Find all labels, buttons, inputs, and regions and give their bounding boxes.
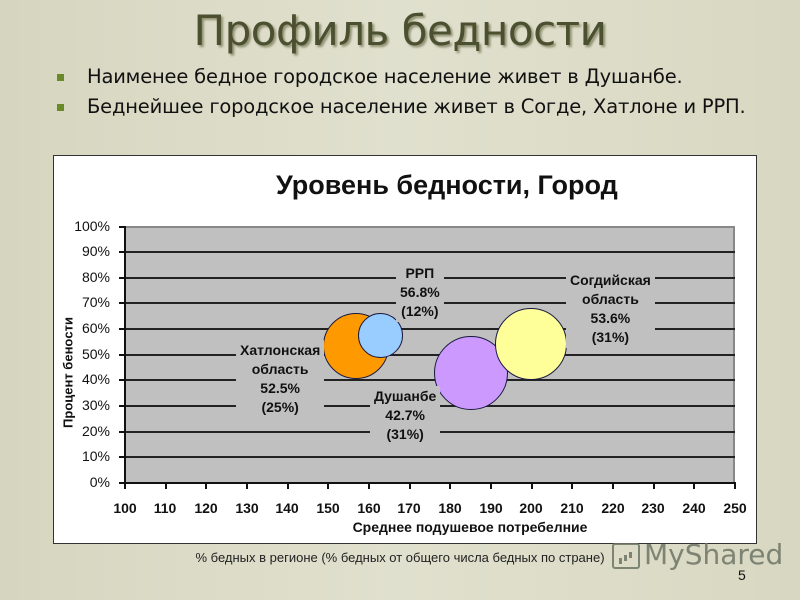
x-tick-mark	[368, 483, 370, 489]
x-tick-mark	[246, 483, 248, 489]
label-line: 42.7%	[385, 407, 425, 423]
x-tick-mark	[449, 483, 451, 489]
y-tick-mark	[119, 226, 125, 228]
watermark-text: MyShared	[644, 538, 784, 571]
x-tick-mark	[490, 483, 492, 489]
label-line: область	[251, 361, 309, 377]
y-tick-mark	[119, 431, 125, 433]
label-line: (25%)	[261, 399, 299, 415]
gridline	[125, 379, 735, 381]
x-tick-label: 210	[560, 500, 584, 516]
x-tick-label: 190	[479, 500, 503, 516]
label-line: (31%)	[591, 329, 630, 345]
x-tick-label: 160	[357, 500, 381, 516]
y-tick-label: 90%	[81, 243, 110, 259]
y-tick-label: 100%	[74, 218, 110, 234]
bullet-item: Наименее бедное городское население живе…	[55, 64, 775, 90]
label-line: (31%)	[386, 426, 424, 442]
y-tick-mark	[119, 482, 125, 484]
bubble-size-footnote: % бедных в регионе (% бедных от общего ч…	[195, 550, 605, 565]
bullet-square-icon	[57, 74, 64, 81]
x-tick-mark	[653, 483, 655, 489]
label-line: 56.8%	[400, 284, 440, 300]
x-tick-mark	[409, 483, 411, 489]
y-tick-label: 60%	[81, 320, 110, 336]
gridline	[125, 354, 735, 356]
gridline	[125, 456, 735, 458]
y-tick-label: 40%	[81, 371, 110, 387]
label-line: Хатлонская	[240, 342, 321, 358]
x-tick-mark	[571, 483, 573, 489]
gridline	[125, 251, 735, 253]
presentation-board-icon	[612, 543, 640, 569]
x-tick-label: 250	[723, 500, 747, 516]
x-tick-label: 120	[194, 500, 218, 516]
y-tick-mark	[119, 302, 125, 304]
y-tick-label: 20%	[81, 423, 110, 439]
x-tick-label: 140	[275, 500, 299, 516]
y-tick-label: 0%	[89, 474, 110, 490]
x-tick-mark	[124, 483, 126, 489]
y-tick-label: 10%	[81, 448, 110, 464]
x-tick-label: 110	[153, 500, 177, 516]
label-line: 53.6%	[590, 310, 631, 326]
x-axis-line	[124, 482, 736, 484]
y-tick-mark	[119, 328, 125, 330]
y-tick-mark	[119, 251, 125, 253]
label-line: область	[582, 291, 639, 307]
data-label-khatlon: Хатлонская область 52.5% (25%)	[236, 340, 325, 418]
bullet-text: Беднейшее городское население живет в Со…	[87, 95, 746, 118]
x-tick-label: 100	[113, 500, 137, 516]
x-tick-label: 130	[235, 500, 259, 516]
y-tick-mark	[119, 456, 125, 458]
x-tick-mark	[734, 483, 736, 489]
bullet-text: Наименее бедное городское население живе…	[87, 65, 683, 88]
label-line: Душанбе	[374, 388, 437, 404]
x-tick-mark	[327, 483, 329, 489]
x-tick-mark	[287, 483, 289, 489]
x-tick-mark	[693, 483, 695, 489]
x-tick-label: 150	[316, 500, 340, 516]
gridline	[125, 328, 735, 330]
chart-title: Уровень бедности, Город	[276, 170, 618, 200]
label-line: РРП	[405, 265, 435, 281]
y-tick-mark	[119, 277, 125, 279]
page-number: 5	[738, 567, 746, 583]
y-tick-label: 50%	[81, 346, 110, 362]
x-tick-mark	[205, 483, 207, 489]
y-axis-title: Процент беноcти	[60, 317, 76, 428]
y-tick-mark	[119, 405, 125, 407]
watermark: MyShared	[612, 538, 783, 571]
slide-title: Профиль бедности	[193, 6, 607, 55]
bullet-square-icon	[57, 104, 64, 111]
x-tick-mark	[612, 483, 614, 489]
x-tick-label: 170	[397, 500, 421, 516]
x-tick-label: 220	[601, 500, 625, 516]
x-tick-label: 180	[438, 500, 462, 516]
y-tick-label: 30%	[81, 397, 110, 413]
data-label-dushanbe: Душанбе 42.7% (31%)	[370, 386, 441, 445]
data-label-sogd: Согдийская область 53.6% (31%)	[566, 270, 655, 348]
x-tick-mark	[165, 483, 167, 489]
bullet-list: Наименее бедное городское население живе…	[55, 64, 775, 124]
y-axis-line	[124, 226, 126, 484]
x-axis-title: Среднее подушевое потребелние	[352, 519, 588, 535]
bubble-rrp	[358, 313, 403, 358]
bubble-sogd	[495, 308, 567, 380]
label-line: (12%)	[401, 303, 439, 319]
bullet-item: Беднейшее городское население живет в Со…	[55, 94, 775, 120]
y-tick-mark	[119, 379, 125, 381]
y-tick-label: 80%	[81, 269, 110, 285]
y-tick-mark	[119, 354, 125, 356]
label-line: 52.5%	[260, 380, 300, 396]
data-label-rrp: РРП 56.8% (12%)	[396, 263, 444, 322]
x-tick-label: 240	[682, 500, 706, 516]
x-tick-mark	[531, 483, 533, 489]
y-tick-label: 70%	[81, 294, 110, 310]
x-tick-label: 230	[641, 500, 665, 516]
label-line: Согдийская	[570, 272, 651, 288]
x-tick-label: 200	[519, 500, 543, 516]
